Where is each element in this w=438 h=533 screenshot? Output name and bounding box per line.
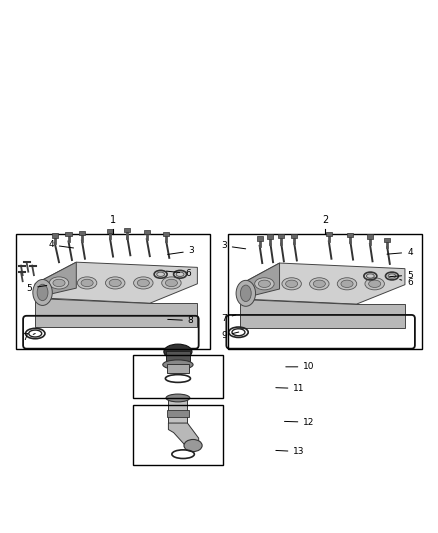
Ellipse shape <box>109 279 121 287</box>
Bar <box>278 234 284 238</box>
Ellipse shape <box>81 279 93 287</box>
Ellipse shape <box>367 274 374 278</box>
Polygon shape <box>168 423 199 447</box>
Ellipse shape <box>166 279 177 287</box>
Text: 6: 6 <box>166 269 191 278</box>
Text: 7: 7 <box>22 333 35 342</box>
Text: 11: 11 <box>276 384 305 393</box>
Bar <box>124 228 131 232</box>
Ellipse shape <box>37 284 48 301</box>
Ellipse shape <box>341 280 353 287</box>
Ellipse shape <box>236 280 255 306</box>
Bar <box>167 410 189 417</box>
Ellipse shape <box>388 274 396 278</box>
Ellipse shape <box>49 277 69 289</box>
Ellipse shape <box>313 280 325 287</box>
Ellipse shape <box>282 278 301 290</box>
Bar <box>326 232 332 236</box>
Polygon shape <box>35 262 198 303</box>
Bar <box>166 351 190 365</box>
Text: 3: 3 <box>221 241 246 250</box>
Bar <box>347 233 353 237</box>
Ellipse shape <box>137 279 149 287</box>
Bar <box>168 397 187 423</box>
Ellipse shape <box>310 278 329 290</box>
Text: 1: 1 <box>110 215 116 225</box>
Ellipse shape <box>184 440 202 451</box>
Polygon shape <box>35 262 76 297</box>
Bar <box>66 232 71 236</box>
Bar <box>291 233 297 238</box>
Ellipse shape <box>254 278 274 290</box>
Bar <box>268 235 273 239</box>
Bar <box>167 364 189 373</box>
Bar <box>257 236 263 240</box>
Bar <box>107 229 113 233</box>
Ellipse shape <box>163 360 193 369</box>
Bar <box>52 233 58 238</box>
Polygon shape <box>240 263 405 304</box>
Ellipse shape <box>157 272 165 277</box>
Ellipse shape <box>134 277 153 289</box>
Ellipse shape <box>166 394 190 402</box>
Ellipse shape <box>337 278 357 290</box>
Bar <box>144 230 150 234</box>
Text: 5: 5 <box>26 284 47 293</box>
Ellipse shape <box>53 279 65 287</box>
Ellipse shape <box>240 285 251 302</box>
Polygon shape <box>240 299 405 328</box>
Text: 6: 6 <box>400 278 413 287</box>
Ellipse shape <box>258 280 270 287</box>
Text: 3: 3 <box>168 246 194 255</box>
Ellipse shape <box>176 272 184 277</box>
Text: 4: 4 <box>48 240 74 249</box>
Text: 7: 7 <box>221 314 236 323</box>
Bar <box>16 234 210 349</box>
Text: 12: 12 <box>284 418 314 427</box>
Text: 5: 5 <box>389 271 413 280</box>
Text: 9: 9 <box>221 331 239 340</box>
Bar <box>133 355 223 398</box>
Ellipse shape <box>78 277 97 289</box>
Text: 13: 13 <box>276 447 305 456</box>
Ellipse shape <box>162 277 181 289</box>
Ellipse shape <box>286 280 298 287</box>
Ellipse shape <box>369 280 381 287</box>
Text: 2: 2 <box>322 215 328 225</box>
Bar <box>384 238 390 242</box>
Ellipse shape <box>106 277 125 289</box>
Ellipse shape <box>365 278 385 290</box>
Bar <box>163 232 169 236</box>
Bar <box>228 234 422 349</box>
Text: 10: 10 <box>286 362 315 372</box>
Text: 8: 8 <box>168 316 194 325</box>
Bar <box>79 231 85 236</box>
Text: 4: 4 <box>387 248 413 257</box>
Ellipse shape <box>33 279 52 305</box>
Ellipse shape <box>164 344 192 359</box>
Polygon shape <box>35 297 198 327</box>
Bar <box>133 405 223 465</box>
Bar <box>367 235 373 239</box>
Polygon shape <box>240 263 279 299</box>
